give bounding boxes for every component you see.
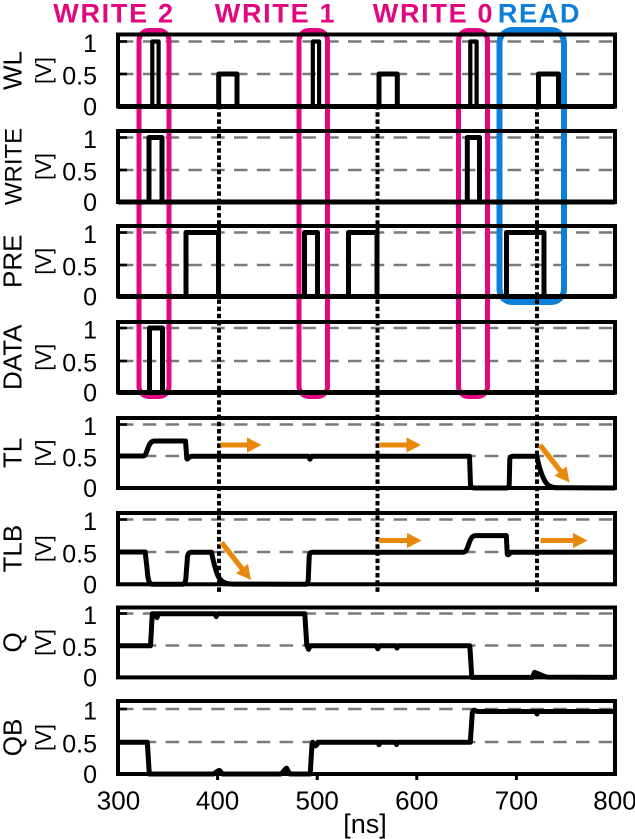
- svg-text:1: 1: [83, 30, 97, 58]
- svg-text:WRITE 1: WRITE 1: [215, 0, 336, 29]
- svg-text:1: 1: [83, 413, 97, 441]
- svg-text:0: 0: [83, 571, 97, 599]
- svg-text:0.5: 0.5: [62, 350, 97, 378]
- svg-text:WRITE: WRITE: [1, 128, 28, 205]
- svg-text:[V]: [V]: [31, 629, 56, 656]
- svg-text:Q: Q: [0, 632, 28, 652]
- svg-text:0.5: 0.5: [62, 634, 97, 662]
- svg-text:[V]: [V]: [31, 57, 56, 84]
- svg-text:1: 1: [83, 602, 97, 630]
- svg-text:[V]: [V]: [31, 248, 56, 275]
- svg-text:READ: READ: [498, 0, 581, 29]
- svg-text:TLB: TLB: [0, 525, 28, 573]
- svg-text:0.5: 0.5: [62, 541, 97, 569]
- svg-text:0: 0: [83, 284, 97, 312]
- svg-text:0.5: 0.5: [62, 63, 97, 91]
- svg-text:300: 300: [97, 786, 140, 816]
- svg-text:WL: WL: [0, 51, 28, 90]
- svg-text:700: 700: [495, 786, 538, 816]
- svg-text:0.5: 0.5: [62, 731, 97, 759]
- svg-text:800: 800: [593, 786, 635, 816]
- svg-text:TL: TL: [0, 438, 28, 468]
- svg-text:400: 400: [196, 786, 239, 816]
- svg-text:500: 500: [296, 786, 339, 816]
- svg-text:1: 1: [83, 508, 97, 536]
- svg-text:[V]: [V]: [31, 153, 56, 180]
- svg-text:600: 600: [395, 786, 438, 816]
- svg-text:0: 0: [83, 475, 97, 503]
- svg-text:QB: QB: [0, 719, 28, 757]
- svg-text:0.5: 0.5: [62, 254, 97, 282]
- svg-text:WRITE 0: WRITE 0: [373, 0, 494, 29]
- svg-text:0: 0: [83, 761, 97, 789]
- svg-text:1: 1: [83, 317, 97, 345]
- svg-text:WRITE 2: WRITE 2: [53, 0, 174, 29]
- svg-text:PRE: PRE: [0, 235, 28, 288]
- svg-text:1: 1: [83, 221, 97, 249]
- svg-text:0: 0: [83, 94, 97, 122]
- svg-text:0: 0: [83, 189, 97, 217]
- svg-text:0.5: 0.5: [62, 159, 97, 187]
- svg-text:0.5: 0.5: [62, 445, 97, 473]
- svg-text:0: 0: [83, 664, 97, 692]
- svg-text:[V]: [V]: [31, 535, 56, 562]
- svg-text:[V]: [V]: [31, 724, 56, 751]
- svg-text:1: 1: [83, 698, 97, 726]
- svg-text:[V]: [V]: [31, 440, 56, 467]
- svg-text:DATA: DATA: [0, 324, 28, 390]
- svg-text:[V]: [V]: [31, 344, 56, 371]
- svg-text:0: 0: [83, 380, 97, 408]
- svg-text:1: 1: [83, 126, 97, 154]
- svg-text:[ns]: [ns]: [343, 809, 387, 839]
